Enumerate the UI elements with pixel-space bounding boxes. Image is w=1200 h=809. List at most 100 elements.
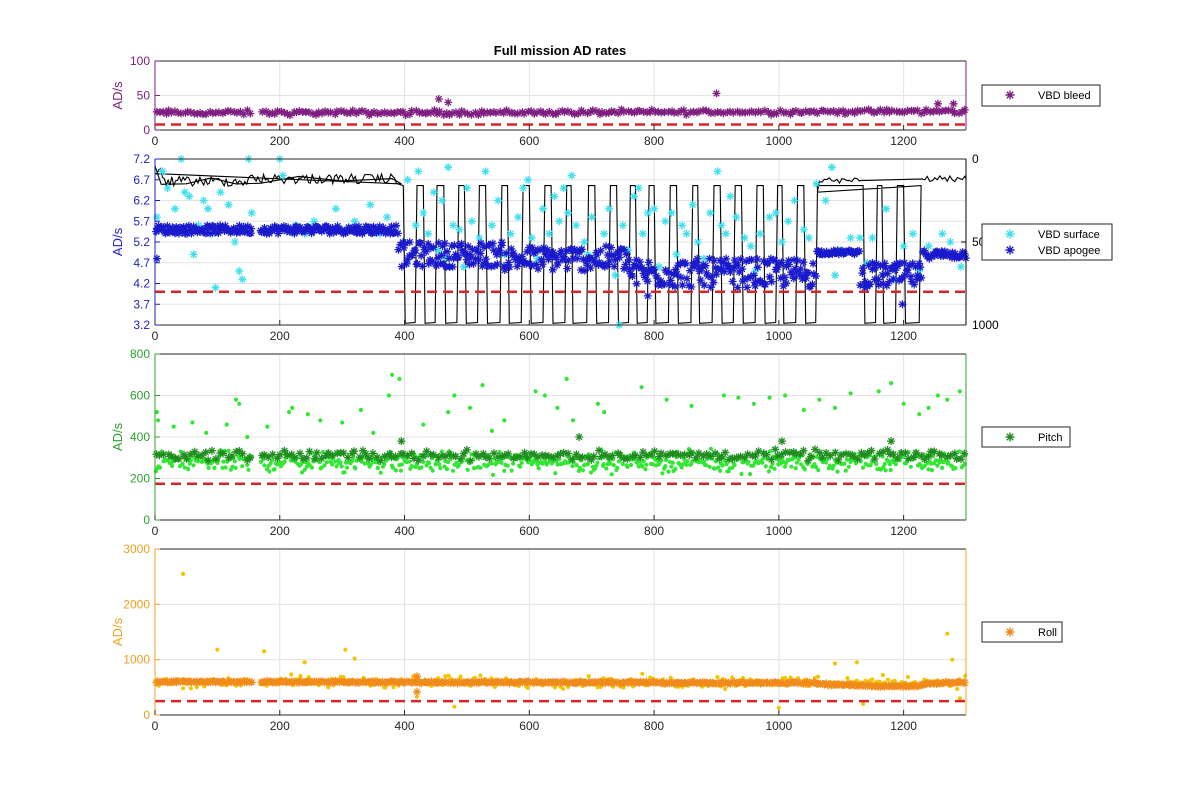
data-point	[713, 167, 722, 176]
data-point	[666, 469, 671, 474]
data-point	[199, 196, 208, 205]
data-point	[194, 452, 203, 461]
data-point	[777, 450, 786, 459]
data-point	[694, 263, 703, 272]
data-point	[743, 450, 752, 459]
data-point	[434, 95, 443, 103]
data-point	[235, 447, 244, 455]
series-pitch	[152, 433, 969, 465]
data-point	[723, 686, 728, 692]
data-point	[740, 233, 749, 242]
plot-area	[155, 549, 966, 715]
data-point	[740, 275, 749, 284]
data-point	[801, 407, 806, 413]
data-point	[711, 108, 719, 117]
data-point	[283, 109, 292, 118]
data-point	[405, 238, 414, 247]
data-point	[278, 171, 287, 180]
data-point	[505, 463, 510, 468]
data-point	[910, 280, 919, 289]
data-point	[221, 459, 226, 464]
data-point	[390, 228, 399, 237]
data-point	[399, 243, 408, 252]
data-point	[343, 647, 348, 652]
data-point	[732, 463, 737, 468]
x-tick-label: 600	[519, 524, 539, 538]
data-point	[344, 453, 352, 462]
legend-marker	[1005, 229, 1015, 239]
data-point	[184, 221, 193, 230]
data-point	[520, 109, 529, 118]
data-point	[751, 452, 760, 460]
data-point	[726, 268, 735, 276]
data-point	[408, 251, 417, 260]
data-point	[791, 106, 800, 115]
data-point	[434, 253, 443, 262]
data-point	[782, 279, 791, 288]
data-point	[861, 465, 866, 470]
data-point	[643, 277, 652, 286]
data-point	[708, 446, 714, 451]
data-point	[832, 249, 841, 257]
data-point	[328, 223, 337, 232]
data-point	[499, 460, 504, 465]
data-point	[183, 107, 192, 116]
data-point	[686, 266, 695, 275]
data-point	[611, 255, 620, 264]
data-point	[642, 266, 651, 275]
data-point	[500, 266, 509, 274]
data-point	[496, 108, 505, 116]
data-point	[904, 454, 913, 463]
data-point	[533, 108, 541, 117]
data-point	[358, 407, 363, 413]
data-point	[729, 108, 738, 117]
y-axis-label: AD/s	[110, 81, 125, 110]
data-point	[243, 228, 252, 237]
data-point	[354, 107, 363, 116]
data-point	[331, 110, 340, 119]
data-point	[198, 677, 207, 686]
data-point	[235, 267, 244, 276]
data-point	[672, 250, 681, 259]
data-point	[920, 108, 929, 117]
data-point	[187, 229, 196, 238]
data-point	[876, 389, 881, 394]
data-point	[666, 276, 675, 285]
data-point	[790, 255, 799, 264]
data-point	[670, 460, 675, 465]
data-point	[564, 376, 569, 381]
data-point	[224, 453, 233, 462]
data-point	[621, 260, 630, 269]
data-point	[370, 107, 379, 116]
data-point	[783, 393, 788, 398]
data-point	[395, 678, 404, 687]
y-tick-label: 5.7	[133, 214, 150, 228]
data-point	[874, 275, 883, 284]
data-point	[791, 678, 800, 687]
data-point	[917, 412, 922, 417]
data-point	[949, 99, 958, 108]
data-point	[298, 674, 303, 679]
data-point	[945, 397, 950, 402]
data-point	[211, 283, 220, 292]
data-point	[826, 107, 835, 116]
data-point	[935, 463, 940, 468]
x-tick-label: 800	[644, 329, 664, 343]
data-point	[676, 259, 685, 268]
data-point	[391, 452, 400, 461]
data-point	[590, 258, 599, 267]
data-point	[767, 277, 776, 286]
data-point	[853, 106, 862, 115]
data-point	[411, 246, 420, 255]
data-point	[429, 243, 438, 252]
data-point	[265, 424, 270, 429]
data-point	[953, 466, 958, 471]
y-tick-label: 6.7	[133, 173, 150, 187]
data-point	[154, 410, 159, 415]
data-point	[760, 460, 765, 465]
data-point	[655, 452, 664, 461]
data-point	[960, 105, 969, 114]
y-tick-label: 600	[130, 389, 150, 403]
data-point	[747, 472, 753, 477]
data-point	[678, 221, 687, 230]
